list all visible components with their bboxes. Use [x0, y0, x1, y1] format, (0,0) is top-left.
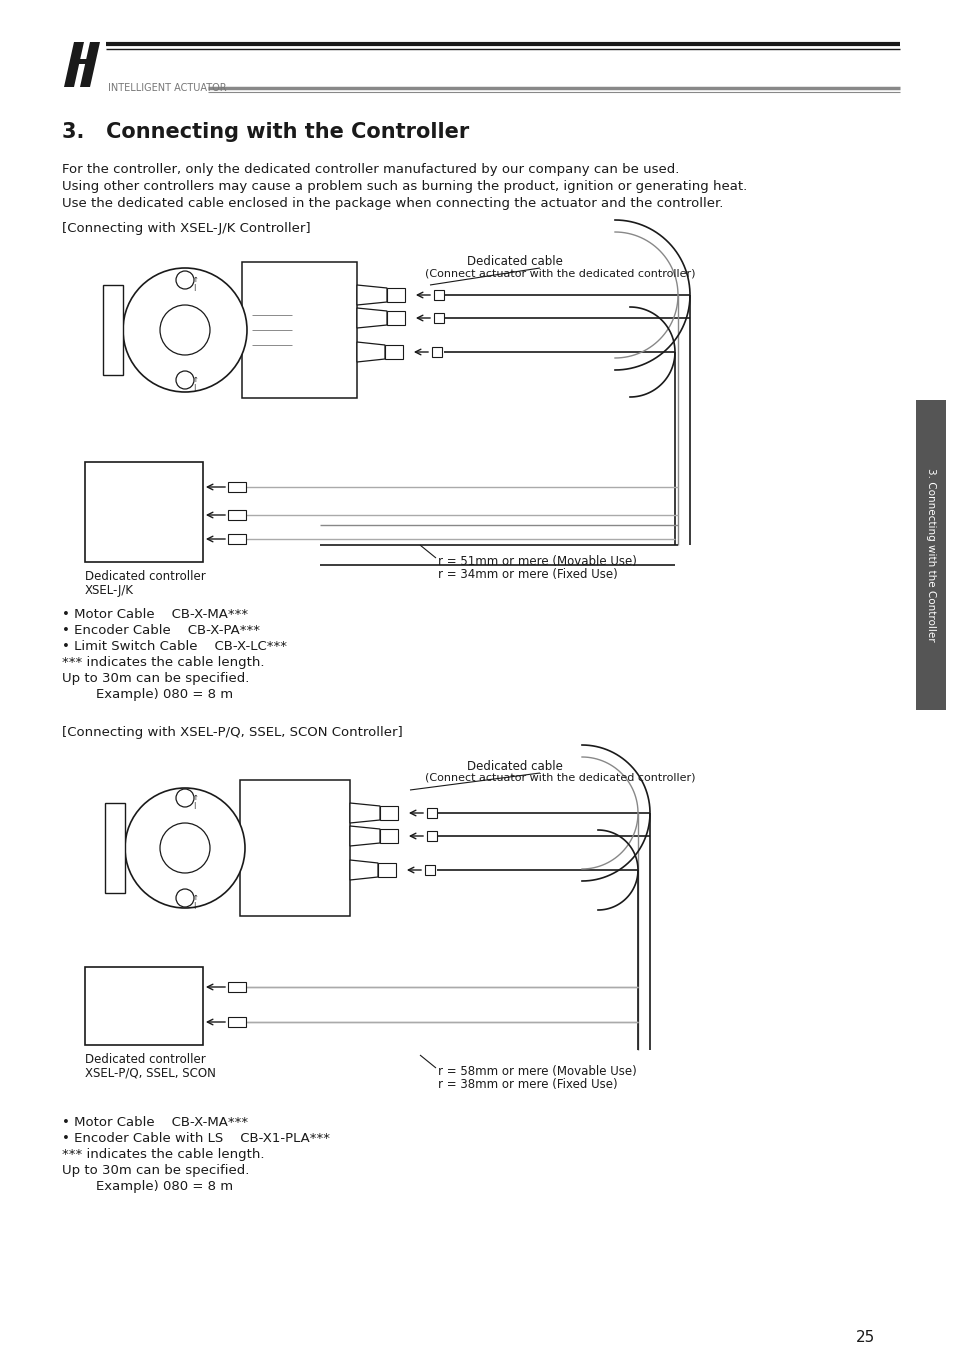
Text: r = 34mm or mere (Fixed Use): r = 34mm or mere (Fixed Use) — [437, 568, 618, 580]
Text: (Connect actuator with the dedicated controller): (Connect actuator with the dedicated con… — [424, 774, 695, 783]
Text: r = 51mm or mere (Movable Use): r = 51mm or mere (Movable Use) — [437, 555, 637, 568]
Bar — [103, 477, 112, 494]
Text: Using other controllers may cause a problem such as burning the product, ignitio: Using other controllers may cause a prob… — [62, 180, 746, 193]
Text: Example) 080 = 8 m: Example) 080 = 8 m — [62, 1180, 233, 1193]
Polygon shape — [356, 285, 387, 305]
Text: Dedicated controller: Dedicated controller — [85, 570, 206, 583]
Text: [Connecting with XSEL-J/K Controller]: [Connecting with XSEL-J/K Controller] — [62, 221, 311, 235]
Bar — [228, 981, 246, 992]
Text: Dedicated cable: Dedicated cable — [467, 255, 562, 269]
Circle shape — [175, 271, 193, 289]
Text: For the controller, only the dedicated controller manufactured by our company ca: For the controller, only the dedicated c… — [62, 163, 679, 176]
Text: ↑
|: ↑ | — [193, 895, 198, 909]
Text: (Connect actuator with the dedicated controller): (Connect actuator with the dedicated con… — [424, 269, 695, 278]
Bar — [427, 832, 436, 841]
Bar — [103, 977, 112, 999]
Text: • Encoder Cable    CB-X-PA***: • Encoder Cable CB-X-PA*** — [62, 624, 260, 637]
Bar — [427, 809, 436, 818]
Bar — [85, 967, 203, 1045]
Text: 25: 25 — [855, 1330, 874, 1345]
Bar — [424, 865, 435, 875]
Bar — [434, 313, 443, 323]
Text: Dedicated cable: Dedicated cable — [467, 760, 562, 774]
Text: r = 38mm or mere (Fixed Use): r = 38mm or mere (Fixed Use) — [437, 1079, 617, 1091]
Text: [Connecting with XSEL-P/Q, SSEL, SCON Controller]: [Connecting with XSEL-P/Q, SSEL, SCON Co… — [62, 726, 402, 738]
Text: ↑
|: ↑ | — [193, 795, 198, 809]
Circle shape — [125, 788, 245, 909]
Bar — [103, 285, 123, 375]
Polygon shape — [350, 860, 377, 880]
Bar — [242, 262, 356, 398]
Circle shape — [160, 824, 210, 873]
Bar — [228, 482, 246, 491]
Bar — [377, 863, 395, 878]
Text: Up to 30m can be specified.: Up to 30m can be specified. — [62, 1164, 249, 1177]
Bar — [228, 535, 246, 544]
Text: • Motor Cable    CB-X-MA***: • Motor Cable CB-X-MA*** — [62, 608, 248, 621]
Text: *** indicates the cable length.: *** indicates the cable length. — [62, 656, 264, 670]
Bar — [228, 510, 246, 520]
Bar — [385, 346, 402, 359]
Bar — [71, 59, 90, 63]
Text: • Limit Switch Cable    CB-X-LC***: • Limit Switch Cable CB-X-LC*** — [62, 640, 287, 653]
Polygon shape — [356, 342, 385, 362]
Polygon shape — [350, 803, 379, 824]
Bar — [103, 504, 117, 518]
Bar — [434, 290, 443, 300]
Circle shape — [175, 371, 193, 389]
Circle shape — [175, 788, 193, 807]
Text: ↑
|: ↑ | — [193, 377, 198, 392]
Polygon shape — [350, 826, 379, 846]
Bar — [228, 1017, 246, 1027]
Bar — [85, 462, 203, 562]
Bar — [387, 288, 405, 302]
Circle shape — [160, 305, 210, 355]
Text: XSEL-J/K: XSEL-J/K — [85, 585, 133, 597]
Text: ↑
|: ↑ | — [193, 277, 198, 292]
Bar — [432, 347, 441, 356]
Bar — [240, 780, 350, 917]
Text: *** indicates the cable length.: *** indicates the cable length. — [62, 1148, 264, 1161]
Polygon shape — [64, 42, 84, 86]
Text: • Encoder Cable with LS    CB-X1-PLA***: • Encoder Cable with LS CB-X1-PLA*** — [62, 1133, 330, 1145]
Text: Use the dedicated cable enclosed in the package when connecting the actuator and: Use the dedicated cable enclosed in the … — [62, 197, 722, 211]
Text: XSEL-P/Q, SSEL, SCON: XSEL-P/Q, SSEL, SCON — [85, 1066, 215, 1080]
Text: • Motor Cable    CB-X-MA***: • Motor Cable CB-X-MA*** — [62, 1116, 248, 1129]
Bar — [103, 1012, 117, 1031]
Text: Up to 30m can be specified.: Up to 30m can be specified. — [62, 672, 249, 684]
Bar — [105, 803, 125, 892]
Text: INTELLIGENT ACTUATOR: INTELLIGENT ACTUATOR — [108, 82, 227, 93]
Polygon shape — [80, 42, 100, 86]
Circle shape — [175, 890, 193, 907]
Text: 3.   Connecting with the Controller: 3. Connecting with the Controller — [62, 122, 469, 142]
Bar — [387, 310, 405, 325]
Polygon shape — [356, 308, 387, 328]
Text: Dedicated controller: Dedicated controller — [85, 1053, 206, 1066]
Text: Example) 080 = 8 m: Example) 080 = 8 m — [62, 688, 233, 701]
Bar — [379, 806, 397, 819]
Bar — [379, 829, 397, 842]
Text: 3. Connecting with the Controller: 3. Connecting with the Controller — [925, 468, 935, 641]
Text: r = 58mm or mere (Movable Use): r = 58mm or mere (Movable Use) — [437, 1065, 636, 1079]
Bar — [915, 400, 945, 710]
Bar — [103, 526, 117, 544]
Circle shape — [123, 269, 247, 392]
